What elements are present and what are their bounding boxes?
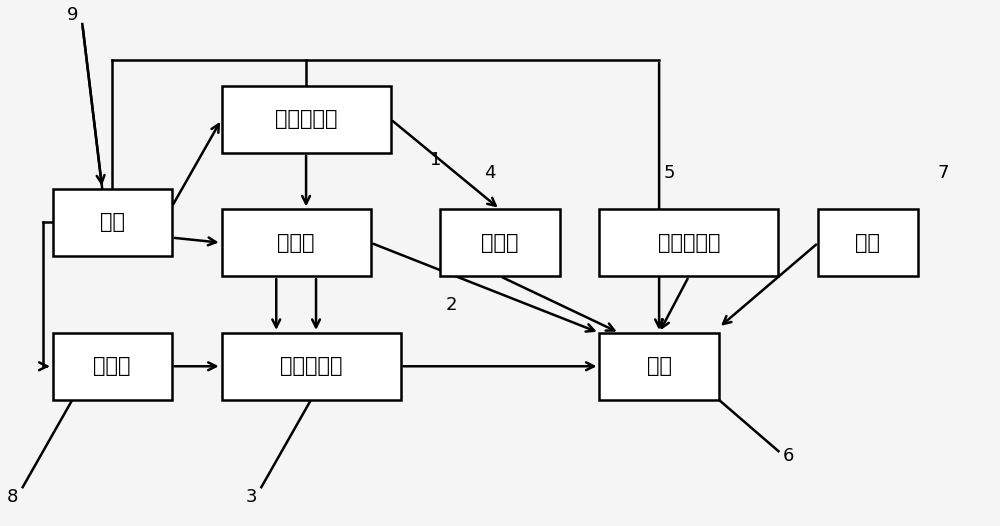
- Bar: [222, 333, 401, 400]
- Bar: [818, 209, 918, 276]
- Bar: [222, 86, 391, 153]
- Text: 温度传感器: 温度传感器: [658, 233, 720, 253]
- Bar: [599, 209, 778, 276]
- Bar: [222, 209, 371, 276]
- Text: 9: 9: [67, 6, 78, 24]
- Text: 电源: 电源: [100, 212, 125, 232]
- Text: 氮气瓶: 氮气瓶: [93, 356, 131, 376]
- Text: 4: 4: [484, 164, 496, 183]
- Text: 3: 3: [246, 489, 257, 507]
- Text: 5: 5: [663, 164, 675, 183]
- Text: 加热器: 加热器: [481, 233, 519, 253]
- Bar: [53, 333, 172, 400]
- Text: 喷头: 喷头: [647, 356, 672, 376]
- Bar: [53, 189, 172, 256]
- Text: 高频电磁阀: 高频电磁阀: [280, 356, 342, 376]
- Text: 8: 8: [7, 489, 18, 507]
- Text: 继电器: 继电器: [277, 233, 315, 253]
- Bar: [599, 333, 719, 400]
- Text: 容腔: 容腔: [855, 233, 880, 253]
- Bar: [440, 209, 560, 276]
- Text: 6: 6: [783, 447, 794, 466]
- Text: 7: 7: [938, 164, 949, 183]
- Text: 2: 2: [445, 296, 457, 313]
- Text: 脉冲发生器: 脉冲发生器: [275, 109, 337, 129]
- Text: 1: 1: [430, 151, 442, 169]
